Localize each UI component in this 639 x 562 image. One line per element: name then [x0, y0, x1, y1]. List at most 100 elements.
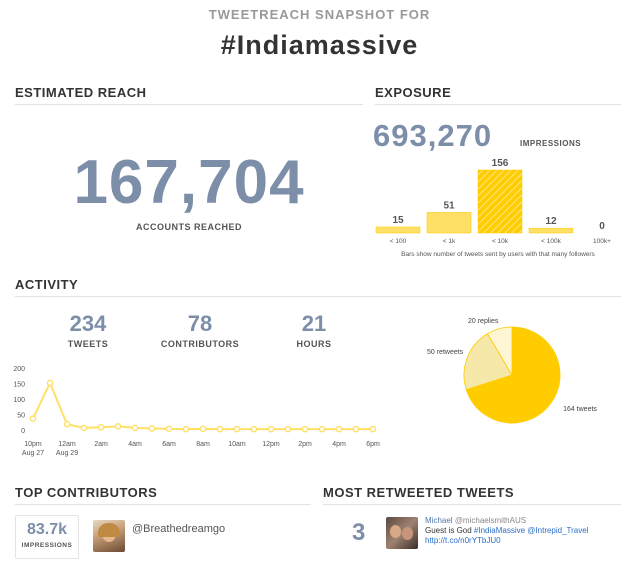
tweet-link[interactable]: http://t.co/n0rYTbJU0 [425, 536, 501, 545]
top-contributors-heading: TOP CONTRIBUTORS [15, 485, 158, 500]
hours-count: 21 [301, 311, 327, 336]
contributor-avatar[interactable] [93, 520, 125, 552]
exposure-divider [375, 104, 621, 105]
tweet-author-handle[interactable]: @michaelsmithAUS [454, 516, 527, 525]
activity-point [318, 425, 326, 433]
activity-point [199, 425, 207, 433]
pie-slice [465, 326, 561, 424]
hours-label: HOURS [296, 339, 332, 349]
activity-y-tick: 100 [13, 397, 25, 404]
contributors-count: 78 [187, 311, 213, 336]
impressions-unit: IMPRESSIONS [520, 139, 582, 148]
activity-x-tick: 12am [58, 441, 76, 448]
activity-x-tick: 2am [94, 441, 108, 448]
activity-x-tick: 6am [162, 441, 176, 448]
pie-slice [463, 333, 513, 391]
pie-slice-label: 20 replies [468, 318, 499, 325]
most-retweeted-heading: MOST RETWEETED TWEETS [323, 485, 515, 500]
snapshot-subtitle: TWEETREACH SNAPSHOT FOR [208, 7, 431, 22]
activity-point [284, 425, 292, 433]
exposure-bar-value: 0 [599, 221, 605, 232]
contributor-impressions-label: IMPRESSIONS [21, 542, 73, 549]
activity-y-tick: 150 [13, 382, 25, 389]
activity-point [182, 425, 190, 433]
activity-x-tick: 4am [128, 441, 142, 448]
activity-point [233, 425, 241, 433]
activity-x-tick: 8am [196, 441, 210, 448]
contributors-label: CONTRIBUTORS [160, 339, 240, 349]
activity-x-tick: 12pm [262, 441, 280, 448]
exposure-category-label: < 1k [443, 238, 456, 245]
contributor-impressions-box: 83.7k IMPRESSIONS [15, 515, 79, 559]
exposure-bar [477, 169, 523, 234]
activity-point [80, 424, 88, 432]
activity-point [335, 425, 343, 433]
activity-point [352, 425, 360, 433]
tweet-mention[interactable]: @Intrepid_Travel [527, 526, 589, 535]
activity-line [32, 380, 373, 431]
activity-x-tick: 2pm [298, 441, 312, 448]
activity-x-date: Aug 27 [22, 450, 44, 457]
tweet-text-prefix: Guest is God [425, 526, 474, 535]
activity-point [29, 415, 37, 422]
exposure-bar-value: 51 [443, 200, 455, 211]
exposure-category-label: < 100 [390, 238, 407, 245]
tweet-hashtag[interactable]: #IndiaMassive [473, 526, 526, 535]
activity-point [131, 424, 139, 432]
pie-slice-label: 164 tweets [563, 406, 597, 413]
pie-slice-label: 50 retweets [427, 349, 464, 356]
activity-x-tick: 4pm [332, 441, 346, 448]
tweet-type-pie-chart: 164 tweets 50 retweets 20 replies [427, 318, 597, 424]
activity-heading: ACTIVITY [15, 277, 79, 292]
exposure-bar-value: 156 [492, 158, 509, 169]
activity-x-date: Aug 29 [56, 450, 78, 457]
estimated-reach-heading: ESTIMATED REACH [15, 85, 147, 100]
contributor-handle[interactable]: @Breathedreamgo [132, 523, 226, 535]
activity-y-tick: 0 [21, 428, 25, 435]
activity-point [301, 425, 309, 433]
exposure-bar-value: 12 [545, 216, 557, 227]
activity-point [63, 420, 71, 428]
retweeted-divider [323, 504, 621, 505]
tweets-label: TWEETS [67, 339, 109, 349]
tweets-count: 234 [69, 311, 107, 336]
exposure-bar-value: 15 [392, 215, 404, 226]
activity-point [165, 425, 173, 433]
retweet-avatar[interactable] [386, 517, 418, 549]
contributor-impressions-value: 83.7k [26, 521, 68, 538]
activity-point [97, 423, 105, 431]
activity-point [46, 379, 54, 387]
activity-line-chart: 0 50 100 150 200 10pm 12am 2am 4am 6am 8am 10am 12pm… [13, 366, 380, 457]
exposure-note: Bars show number of tweets sent by users… [401, 251, 595, 258]
tweet-author-name[interactable]: Michael [425, 516, 453, 525]
contributors-divider [15, 504, 311, 505]
exposure-heading: EXPOSURE [375, 85, 452, 100]
exposure-category-label: 100k+ [593, 238, 611, 245]
activity-point [369, 425, 377, 433]
activity-x-tick: 6pm [366, 441, 380, 448]
activity-point [114, 423, 122, 430]
exposure-bar [375, 226, 421, 234]
activity-point [267, 425, 275, 433]
exposure-bar [528, 227, 574, 234]
pie-slice [486, 326, 513, 377]
activity-point [250, 425, 258, 433]
activity-x-tick: 10am [228, 441, 246, 448]
reach-divider [15, 104, 363, 105]
activity-y-tick: 50 [17, 413, 25, 420]
hashtag-title: #Indiamassive [220, 30, 419, 60]
retweet-count: 3 [352, 519, 366, 546]
impressions-value: 693,270 [373, 118, 493, 153]
tweet-author: Michael @michaelsmithAUS [425, 516, 526, 525]
reach-value: 167,704 [73, 148, 305, 217]
activity-y-tick: 200 [13, 366, 25, 373]
exposure-category-label: < 10k [492, 238, 509, 245]
activity-point [216, 425, 224, 433]
exposure-bar [426, 212, 472, 234]
reach-label: ACCOUNTS REACHED [135, 222, 242, 232]
activity-x-tick: 10pm [24, 441, 42, 448]
activity-point [148, 425, 156, 432]
activity-divider [15, 296, 621, 297]
exposure-category-label: < 100k [541, 238, 561, 245]
tweet-text: Guest is God #IndiaMassive @Intrepid_Tra… [425, 526, 588, 535]
